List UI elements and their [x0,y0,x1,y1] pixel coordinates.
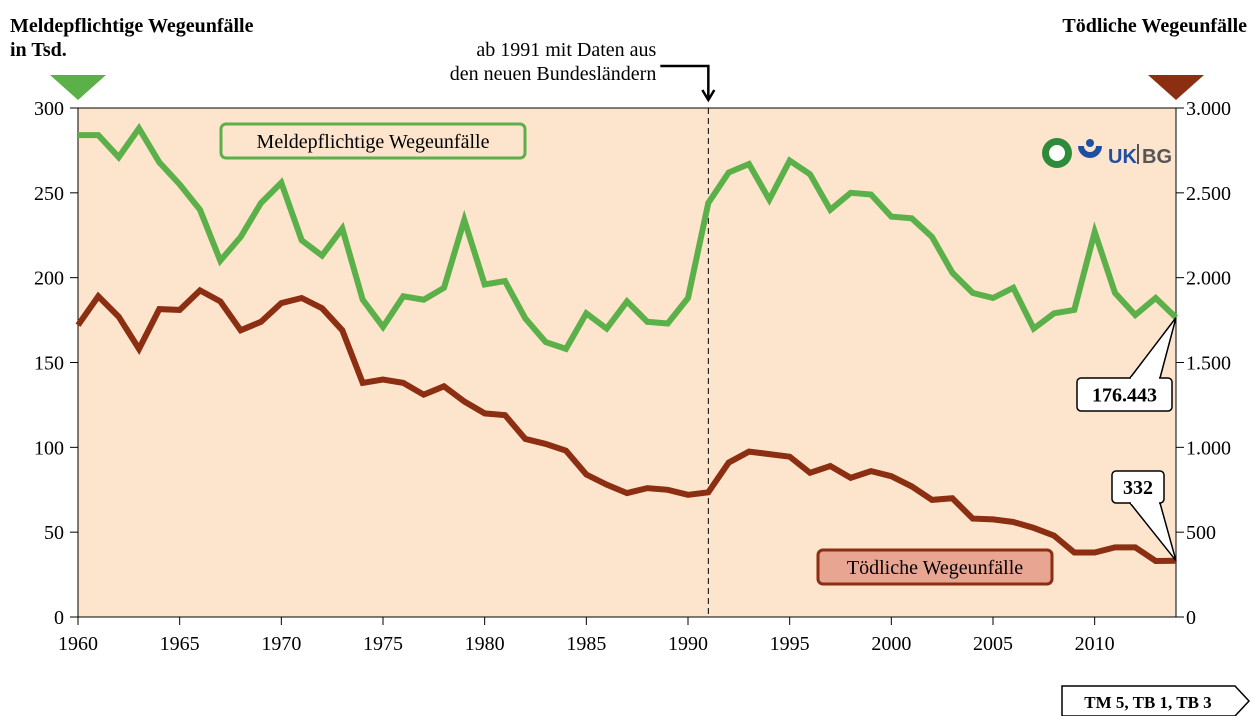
logo-text: UK [1108,146,1137,168]
callout-pointer [1129,502,1177,562]
x-tick-label: 1995 [770,633,810,655]
y-tick-label: 300 [34,98,64,120]
line-series [78,122,1179,353]
y2-tick-label: 0 [1186,607,1196,629]
y2-tick-label: 2.000 [1186,268,1231,290]
y2-tick-label: 3.000 [1186,98,1231,120]
data-label: 176.443 [1092,385,1157,407]
line-series [75,286,1177,565]
annotation-text: ab 1991 mit Daten aus [476,39,656,61]
logo-text: BG [1142,146,1172,168]
logo: UK BG [1042,138,1172,168]
x-tick-label: 1980 [465,633,505,655]
legend-box [219,122,527,160]
y-tick-label: 0 [54,607,64,629]
y-tick-label: 150 [34,353,64,375]
y-tick-label: 250 [34,183,64,205]
x-tick-label: 2000 [871,633,911,655]
axis-marker [1148,75,1204,100]
y-tick-label: 100 [34,437,64,459]
y-axis-title: Meldepflichtige Wegeunfälle [10,15,254,37]
y2-axis-title: Tödliche Wegeunfälle [1062,15,1247,37]
data-label: 332 [1123,477,1153,499]
annotation-arrowhead [701,89,716,103]
callout-pointer [1129,317,1177,379]
y2-tick-label: 500 [1186,522,1216,544]
legend-label: Tödliche Wegeunfälle [847,557,1023,579]
y2-tick-label: 1.500 [1186,353,1231,375]
x-tick-label: 2005 [973,633,1013,655]
footer: TM 5, TB 1, TB 3 [1061,685,1251,716]
callout-box [1076,377,1173,412]
x-tick-label: 1970 [261,633,301,655]
x-tick-label: 1975 [363,633,403,655]
x-tick-label: 1985 [566,633,606,655]
y2-tick-label: 1.000 [1186,437,1231,459]
plot-area [77,107,1177,618]
legend-box [816,548,1054,586]
legend-label: Meldepflichtige Wegeunfälle [257,131,490,153]
footer-text: TM 5, TB 1, TB 3 [1084,693,1211,712]
x-tick-label: 2010 [1075,633,1115,655]
y2-tick-label: 2.500 [1186,183,1231,205]
y-tick-label: 200 [34,268,64,290]
x-tick-label: 1990 [668,633,708,655]
y-tick-label: 50 [44,522,64,544]
x-tick-label: 1960 [58,633,98,655]
y-axis-title: in Tsd. [10,39,67,61]
axis-marker [50,75,106,100]
x-tick-label: 1965 [160,633,200,655]
annotation-arrow [660,64,710,98]
annotation-text: den neuen Bundesländern [450,63,657,85]
